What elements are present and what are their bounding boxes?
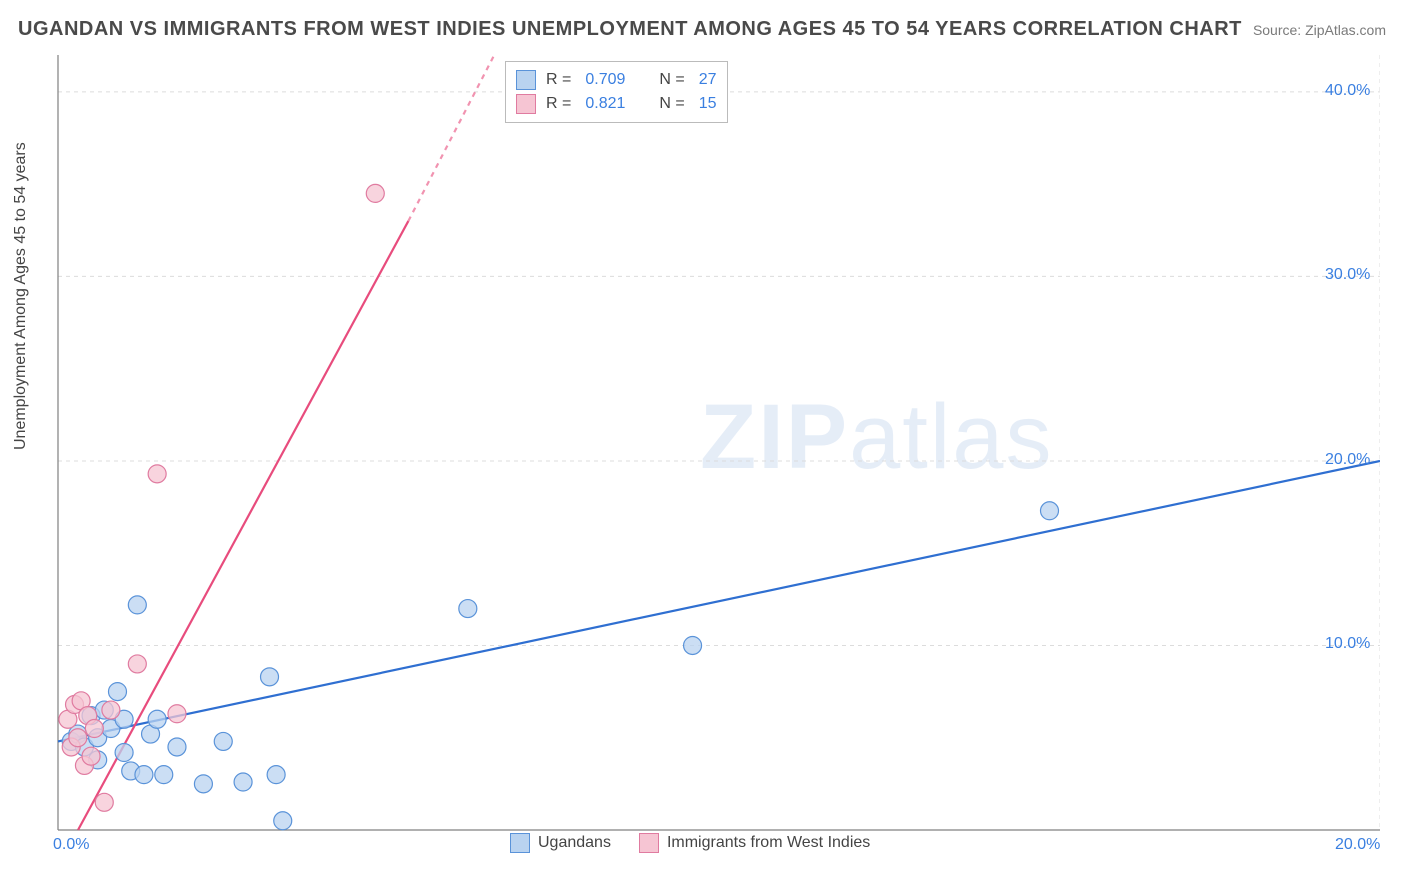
n-value: 15 <box>699 92 717 116</box>
point-ugandans <box>108 683 126 701</box>
series-legend: Ugandans Immigrants from West Indies <box>510 833 870 853</box>
n-label: N = <box>659 68 684 92</box>
legend-label: Ugandans <box>538 834 611 852</box>
point-west_indies <box>69 729 87 747</box>
point-ugandans <box>128 596 146 614</box>
point-ugandans <box>459 600 477 618</box>
scatter-chart: ZIPatlas R =0.709N =27R =0.821N =15 Ugan… <box>50 55 1380 850</box>
n-value: 27 <box>699 68 717 92</box>
point-west_indies <box>168 705 186 723</box>
point-ugandans <box>214 732 232 750</box>
regression-line-dash-west_indies <box>408 55 494 221</box>
point-ugandans <box>115 744 133 762</box>
point-ugandans <box>168 738 186 756</box>
point-ugandans <box>274 812 292 830</box>
point-west_indies <box>366 184 384 202</box>
regression-line-west_indies <box>78 221 408 830</box>
legend-swatch <box>516 70 536 90</box>
x-tick: 0.0% <box>53 836 89 854</box>
y-axis-label: Unemployment Among Ages 45 to 54 years <box>12 142 30 450</box>
source-label: Source: ZipAtlas.com <box>1253 22 1386 38</box>
chart-title: UGANDAN VS IMMIGRANTS FROM WEST INDIES U… <box>18 18 1242 41</box>
r-label: R = <box>546 68 571 92</box>
correlation-legend: R = 0.709 N = 27 R = 0.821 N = 15 <box>505 61 728 123</box>
point-ugandans <box>267 766 285 784</box>
point-ugandans <box>194 775 212 793</box>
legend-swatch <box>510 833 530 853</box>
series-legend-item-ugandans: Ugandans <box>510 833 611 853</box>
x-tick: 20.0% <box>1335 836 1380 854</box>
corr-legend-row-west_indies: R = 0.821 N = 15 <box>516 92 717 116</box>
series-legend-item-west_indies: Immigrants from West Indies <box>639 833 870 853</box>
r-label: R = <box>546 92 571 116</box>
point-west_indies <box>148 465 166 483</box>
y-tick: 20.0% <box>1325 451 1370 469</box>
point-west_indies <box>95 793 113 811</box>
legend-label: Immigrants from West Indies <box>667 834 870 852</box>
point-ugandans <box>135 766 153 784</box>
point-ugandans <box>261 668 279 686</box>
legend-swatch <box>639 833 659 853</box>
point-ugandans <box>234 773 252 791</box>
corr-legend-row-ugandans: R = 0.709 N = 27 <box>516 68 717 92</box>
y-tick: 40.0% <box>1325 82 1370 100</box>
n-label: N = <box>659 92 684 116</box>
point-ugandans <box>148 710 166 728</box>
r-value: 0.821 <box>585 92 625 116</box>
point-ugandans <box>155 766 173 784</box>
y-tick: 10.0% <box>1325 635 1370 653</box>
r-value: 0.709 <box>585 68 625 92</box>
point-west_indies <box>82 747 100 765</box>
point-ugandans <box>1041 502 1059 520</box>
point-west_indies <box>128 655 146 673</box>
point-ugandans <box>684 636 702 654</box>
y-tick: 30.0% <box>1325 266 1370 284</box>
point-west_indies <box>102 701 120 719</box>
legend-swatch <box>516 94 536 114</box>
point-west_indies <box>85 720 103 738</box>
plot-svg <box>50 55 1380 850</box>
